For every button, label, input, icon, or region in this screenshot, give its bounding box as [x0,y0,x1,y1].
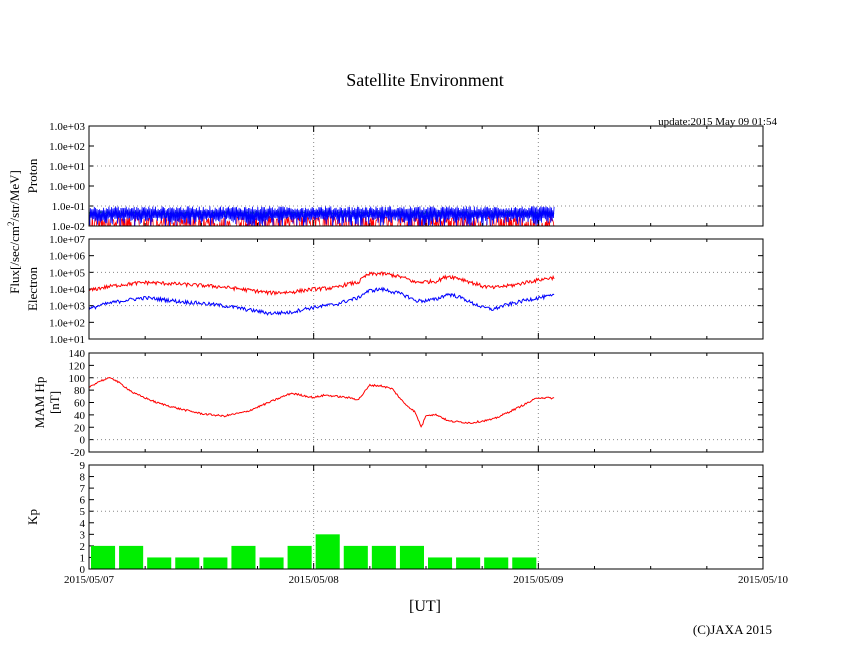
kp-ytick-label: 9 [80,460,86,472]
mam-hp-ytick-label: 80 [74,385,86,397]
flux-y-label-sup: 2 [6,221,16,226]
kp-bar [259,557,284,569]
mam-hp-ytick-label: 140 [69,348,86,360]
mam-hp-ytick-label: 0 [80,435,86,447]
electron-ytick-label: 1.0e+03 [49,301,85,313]
kp-bar [456,557,481,569]
hp-red-line [89,376,555,428]
mam-hp-ytick-label: 100 [69,373,86,385]
proton-ytick-label: 1.0e+02 [49,141,85,153]
panels: 1.0e-021.0e-011.0e+001.0e+011.0e+021.0e+… [25,121,764,576]
copyright: (C)JAXA 2015 [693,622,772,637]
electron-ytick-label: 1.0e+04 [49,284,85,296]
proton-ylabel: Proton [25,158,40,193]
proton-ytick-label: 1.0e+03 [49,121,85,133]
kp-ylabel: Kp [25,509,40,525]
electron-ytick-label: 1.0e+01 [49,334,85,346]
x-tick-label: 2015/05/10 [738,574,789,586]
kp-bar [484,557,509,569]
electron-ytick-label: 1.0e+07 [49,234,85,246]
kp-bar [231,545,256,569]
mam-hp-ytick-label: 60 [74,398,86,410]
kp-bar [428,557,453,569]
proton-panel: 1.0e-02 1.0e-01 1.0e+00 1.0e+01 1.0e+02 1.0e+… [25,121,764,233]
kp-bar [315,534,340,569]
kp-ytick-label: 0 [80,564,86,576]
proton-blue-line [89,206,555,226]
flux-y-label-right: /str/MeV] [7,170,22,221]
x-tick-label: 2015/05/08 [289,574,340,586]
kp-bar [175,557,200,569]
kp-ytick-label: 8 [80,472,86,484]
chart-title: Satellite Environment [346,70,503,90]
kp-bar [343,545,368,569]
proton-ytick-label: 1.0e+00 [49,181,85,193]
kp-bar [119,545,144,569]
kp-ytick-label: 6 [80,495,86,507]
mam-hp-ytick-label: -20 [70,447,85,459]
kp-ytick-label: 4 [80,518,86,530]
mam-hp-data [89,376,555,428]
update-timestamp: update:2015 May 09 01:54 [658,116,777,128]
kp-ytick-label: 2 [80,541,86,553]
proton-ytick-label: 1.0e+01 [49,161,85,173]
electron-frame [88,238,764,340]
proton-data [89,206,555,226]
x-tick-label: 2015/05/09 [513,574,564,586]
flux-y-label-left: Flux[/sec/cm [7,226,22,294]
electron-blue-line [89,286,555,316]
electron-ytick-label: 1.0e+05 [49,267,85,279]
mam-hp-ytick-label: 20 [74,422,86,434]
flux-y-label: Flux[/sec/cm2/str/MeV] [6,170,22,294]
kp-ytick-label: 7 [80,483,86,495]
x-axis-label: [UT] [409,598,441,615]
kp-ytick-label: 1 [80,552,86,564]
kp-bar [91,545,116,569]
kp-data [91,534,537,569]
electron-ytick-label: 1.0e+02 [49,317,85,329]
mam-hp-ytick-label: 40 [74,410,86,422]
kp-bar [147,557,172,569]
mam-hp-ylabel-unit: [nT] [47,391,62,414]
mam-hp-frame [88,352,764,453]
x-axis-ticks: 2015/05/07 2015/05/08 2015/05/09 2015/05/10 [64,574,789,586]
electron-red-line [89,271,555,296]
x-tick-label: 2015/05/07 [64,574,115,586]
electron-data [89,271,555,316]
electron-panel: 1.0e+01 1.0e+02 1.0e+03 1.0e+04 1.0e+05 1.0e+… [25,234,764,346]
kp-bar [203,557,228,569]
kp-bar [371,545,396,569]
electron-ylabel: Electron [25,266,40,311]
kp-ytick-label: 3 [80,529,86,541]
kp-bar [287,545,312,569]
kp-ytick-label: 5 [80,506,86,518]
proton-ytick-label: 1.0e-02 [52,221,85,233]
mam-hp-ylabel: MAM Hp [32,377,47,429]
kp-frame [88,464,764,570]
kp-bar [399,545,424,569]
electron-ytick-label: 1.0e+06 [49,251,85,263]
kp-bar [512,557,537,569]
mam-hp-ytick-label: 120 [69,360,86,372]
proton-ytick-label: 1.0e-01 [52,201,85,213]
